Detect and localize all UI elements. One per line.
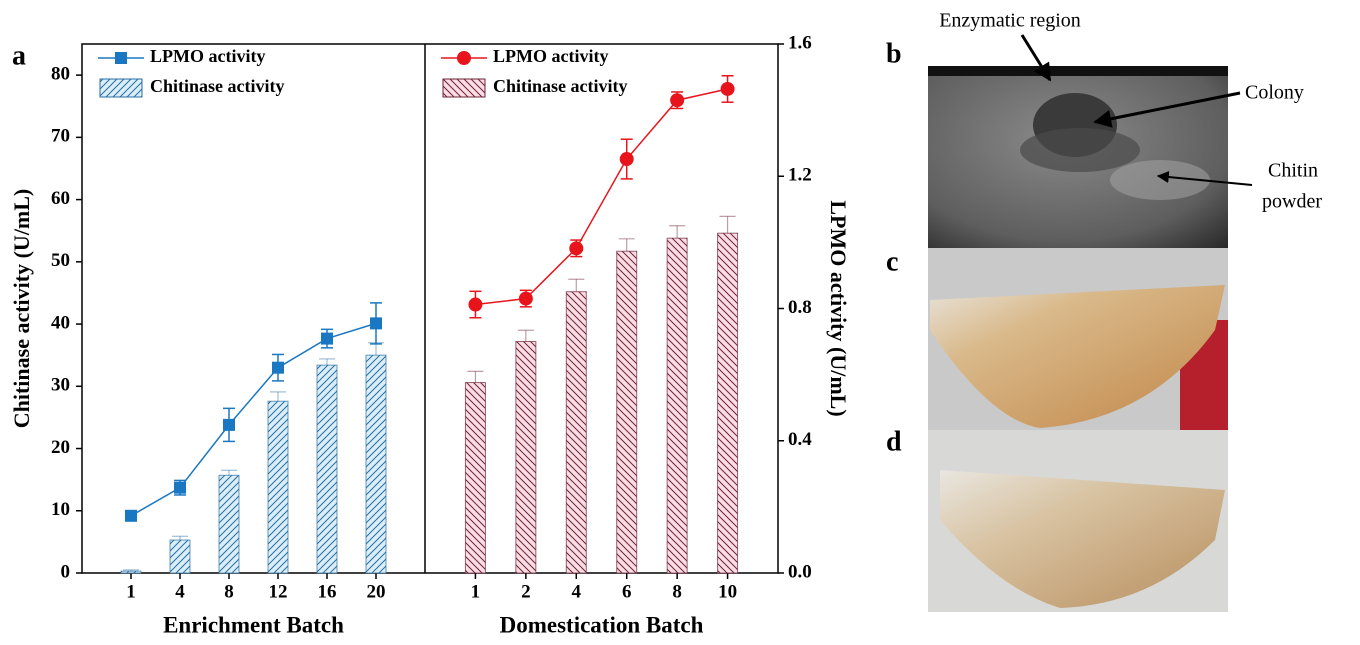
y2-tick-label: 0.8	[788, 297, 812, 318]
photo-d	[928, 430, 1228, 612]
bar	[317, 365, 337, 573]
marker	[468, 298, 482, 312]
marker	[721, 82, 735, 96]
bar	[465, 383, 485, 573]
y-tick-label: 0	[61, 561, 71, 582]
x-axis-title: Domestication Batch	[500, 612, 704, 637]
marker	[370, 317, 382, 329]
annotation: powder	[1262, 191, 1322, 213]
marker	[223, 419, 235, 431]
x-tick-label: 8	[672, 581, 682, 602]
bar	[566, 292, 586, 573]
line	[475, 89, 727, 305]
marker	[569, 241, 583, 255]
annotation: Colony	[1245, 82, 1304, 104]
x-tick-label: 20	[367, 581, 386, 602]
bar	[366, 355, 386, 573]
y2-axis-title: LPMO activity (U/mL)	[826, 200, 851, 416]
y-tick-label: 60	[51, 188, 70, 209]
bar	[667, 238, 687, 573]
marker	[620, 152, 634, 166]
y-axis-title: Chitinase activity (U/mL)	[9, 189, 34, 429]
panel-label: c	[886, 246, 898, 277]
marker	[174, 482, 186, 494]
x-tick-label: 16	[318, 581, 337, 602]
bar	[170, 540, 190, 573]
annotation: Enzymatic region	[939, 10, 1081, 32]
x-tick-label: 1	[471, 581, 481, 602]
panel-label: a	[12, 40, 26, 71]
y2-tick-label: 0.4	[788, 429, 812, 450]
legend-marker	[457, 51, 471, 65]
bar	[219, 475, 239, 573]
bar	[617, 251, 637, 573]
chart: 0 10 20 30 40 50 60 70 80 Chitinase activity (U/m…	[9, 32, 851, 637]
x-axis-title: Enrichment Batch	[163, 612, 344, 637]
bar	[268, 401, 288, 573]
legend-label: Chitinase activity	[493, 76, 628, 96]
photo-c	[928, 248, 1228, 430]
x-tick-label: 2	[521, 581, 531, 602]
y-tick-label: 50	[51, 250, 70, 271]
bar	[516, 341, 536, 573]
annotation: Chitin	[1268, 160, 1318, 182]
y-tick-label: 20	[51, 437, 70, 458]
y-tick-label: 30	[51, 375, 70, 396]
marker	[321, 333, 333, 345]
figure: 0 10 20 30 40 50 60 70 80 Chitinase activity (U/m…	[0, 0, 1360, 640]
y-tick-label: 10	[51, 499, 70, 520]
x-tick-label: 12	[269, 581, 288, 602]
page: 0 10 20 30 40 50 60 70 80 Chitinase activity (U/m…	[0, 0, 1360, 640]
legend-label: LPMO activity	[150, 46, 265, 66]
y2-tick-label: 1.6	[788, 32, 812, 53]
plate-rim	[928, 66, 1228, 76]
halo	[1020, 128, 1140, 172]
legend-label: Chitinase activity	[150, 76, 285, 96]
y-tick-label: 70	[51, 126, 70, 147]
x-tick-label: 6	[622, 581, 632, 602]
bar	[718, 233, 738, 573]
x-tick-label: 4	[572, 581, 582, 602]
panel-label: d	[886, 426, 902, 457]
marker	[272, 362, 284, 374]
marker	[670, 93, 684, 107]
x-tick-label: 8	[224, 581, 234, 602]
y2-tick-label: 0.0	[788, 561, 812, 582]
legend-swatch	[100, 79, 142, 97]
panel-label: b	[886, 38, 902, 69]
y-tick-label: 40	[51, 312, 70, 333]
marker	[125, 510, 137, 522]
legend-marker	[115, 52, 127, 64]
bar	[121, 571, 141, 573]
legend-swatch	[443, 79, 485, 97]
y-tick-label: 80	[51, 63, 70, 84]
x-tick-label: 4	[175, 581, 185, 602]
y2-tick-label: 1.2	[788, 165, 812, 186]
photo-b	[928, 66, 1228, 248]
x-tick-label: 10	[718, 581, 737, 602]
legend-label: LPMO activity	[493, 46, 608, 66]
line	[131, 323, 376, 515]
x-tick-label: 1	[126, 581, 136, 602]
marker	[519, 292, 533, 306]
